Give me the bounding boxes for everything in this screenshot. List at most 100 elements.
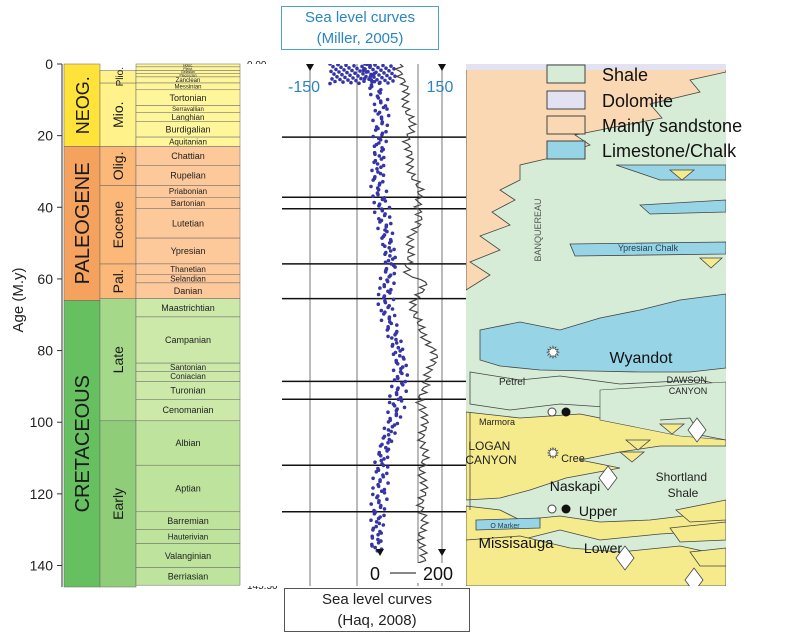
miller-data-point [374,524,379,529]
miller-data-point [389,64,393,68]
miller-data-point [382,491,387,495]
miller-data-point [389,221,393,226]
miller-data-point [392,378,397,382]
miller-data-point [358,69,362,73]
miller-data-point [365,64,369,66]
miller-data-point [382,513,386,518]
stage-label: Albian [175,438,200,448]
miller-data-point [394,337,398,342]
miller-data-point [392,247,396,252]
miller-data-point [374,470,379,474]
paleogene-chalk-beds [569,164,726,257]
miller-data-point [381,474,386,479]
naskapi-label: Naskapi [550,478,601,494]
miller-data-point [377,521,382,526]
miller-data-point [379,149,384,153]
stage-label: Burdigalian [165,124,210,134]
miller-data-point [387,400,392,405]
miller-data-point [380,133,384,137]
stage-label: Lutetian [172,219,204,229]
miller-data-point [377,183,382,187]
miller-data-point [395,387,400,392]
ypresian-chalk-label: Ypresian Chalk [618,243,679,253]
miller-data-point [371,178,376,182]
miller-data-point [360,64,364,69]
miller-data-point [371,194,375,198]
miller-data-point [392,67,396,71]
miller-data-point [344,64,348,67]
miller-data-point [390,336,394,340]
miller-data-point [384,129,388,134]
miller-data-point [393,265,397,269]
miller-data-point [378,505,383,510]
miller-data-point [362,79,366,83]
period-label: NEOG. [73,76,93,134]
miller-data-point [371,528,375,532]
oil-show-icon [561,504,571,514]
miller-data-point [390,231,395,236]
seal-symbol-icon [687,417,707,443]
miller-data-point [398,354,402,358]
miller-data-point [383,300,388,305]
miller-data-point [402,405,407,410]
stage-label: Thanetian [170,265,206,274]
miller-data-point [345,70,349,75]
miller-data-point [373,128,378,132]
miller-data-point [376,187,381,192]
stage-block [135,567,241,586]
epoch-block [99,82,137,147]
miller-data-point [376,170,380,174]
miller-data-point [340,72,344,77]
miller-data-point [371,492,375,497]
stage-column: Holoc.Pleist.GelasianPiacenzianZancleanM… [135,64,241,586]
miller-data-point [399,399,404,403]
miller-data-point [374,520,379,524]
miller-data-point [394,392,399,397]
miller-data-point [349,80,353,85]
miller-data-point [377,73,381,77]
miller-data-point [387,316,392,321]
miller-data-point [386,305,390,310]
miller-data-point [387,241,392,245]
gas-show-icon [547,407,557,417]
haq-sea-level-curve [393,64,439,564]
miller-data-point [394,413,399,418]
stage-block [135,316,241,364]
miller-data-point [399,366,403,371]
stage-label: Valanginian [165,551,211,561]
miller-data-point [376,532,380,537]
miller-data-point [337,70,341,74]
age-axis-label: Age (M.y) [10,267,27,332]
miller-data-point [376,516,381,521]
stage-label: Tortonian [169,93,206,103]
miller-data-point [336,64,340,67]
miller-data-point [368,65,372,69]
stage-block [135,464,241,513]
miller-data-point [389,429,394,434]
epoch-block [99,298,137,422]
miller-data-point [386,420,391,424]
miller-data-point [378,444,383,448]
stage-label: Bartonian [171,199,205,208]
miller-data-point [384,189,389,194]
miller-tick-min: -150 [288,79,320,96]
miller-data-point [396,376,400,381]
stage-label: Ypresian [171,246,206,256]
legend-swatch [546,115,586,135]
miller-data-point [378,479,382,484]
miller-data-point [387,215,392,219]
miller-data-point [357,81,361,86]
legend: Shale Dolomite Mainly sandstone Limestone/C… [546,64,742,161]
miller-data-point [385,97,390,102]
stage-label: Maastrichtian [161,303,215,313]
miller-data-point [370,536,375,540]
age-tick-label: 100 [30,414,54,430]
stage-block [135,237,241,265]
miller-data-point [380,75,384,80]
epoch-label: Early [110,488,126,520]
oil-show-icon [561,407,571,417]
miller-data-point [383,252,387,256]
miller-data-point [372,160,376,165]
miller-data-point [386,258,391,263]
